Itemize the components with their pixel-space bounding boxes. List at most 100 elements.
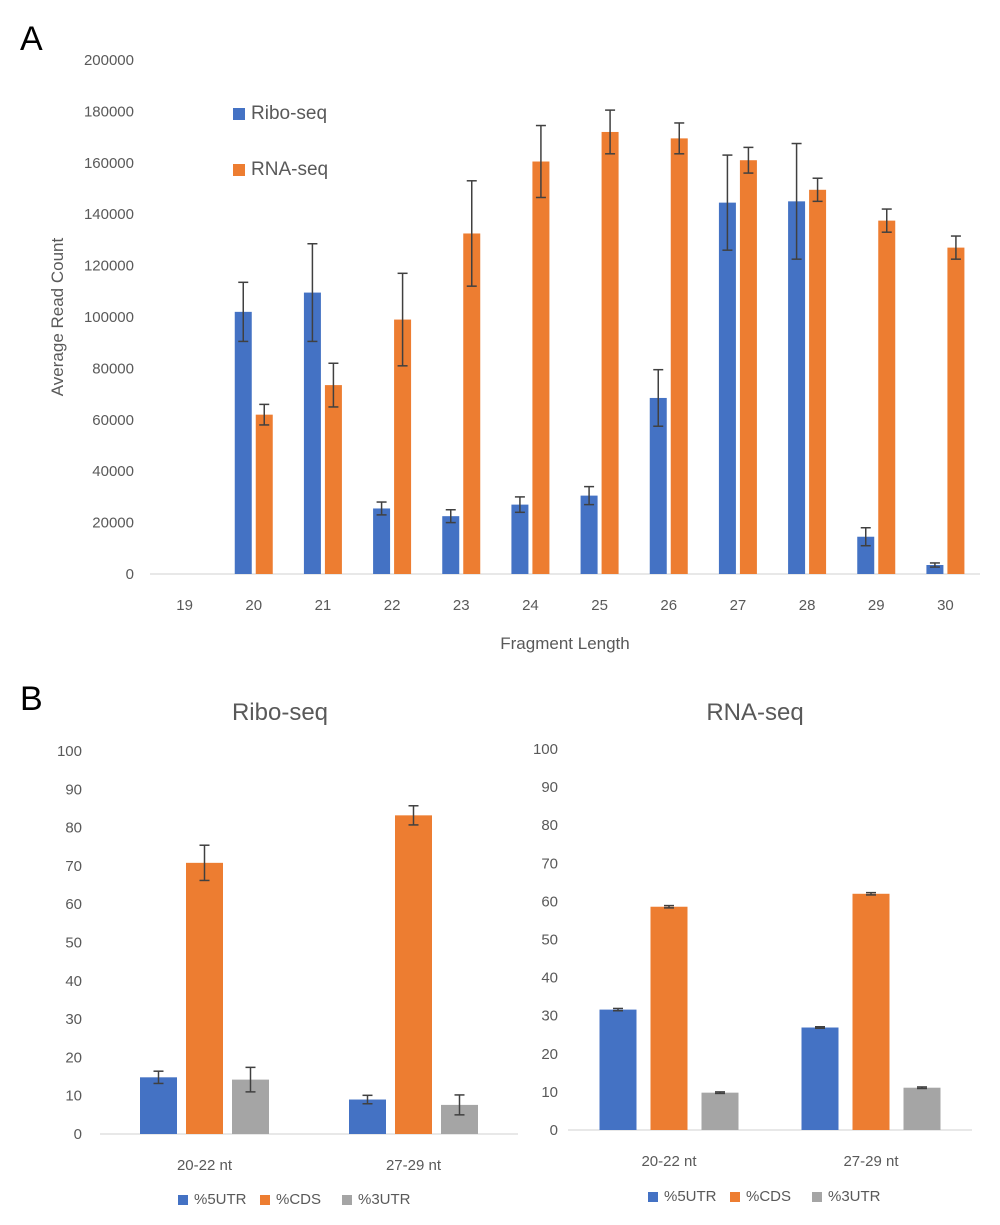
- y-tick-label: 30: [541, 1008, 558, 1025]
- y-tick-label: 80: [65, 820, 82, 837]
- bar-5utr: [599, 1009, 637, 1130]
- bar-5utr: [349, 1099, 386, 1134]
- x-tick-label: 23: [453, 597, 470, 614]
- legend-label: %3UTR: [828, 1188, 881, 1205]
- chart-b-rna-seq: 0 10 20 30 40 50 60 70 80 90 100 20-22 nt 27-29 nt RN…: [533, 699, 972, 1205]
- bar-ribo-seq: [926, 565, 944, 574]
- x-tick-label: 28: [799, 597, 816, 614]
- y-tick-label: 70: [541, 855, 558, 872]
- bar-rna-seq: [255, 414, 273, 574]
- bar-rna-seq: [463, 233, 481, 574]
- y-tick-label: 160000: [84, 155, 134, 172]
- panel-label-a: A: [20, 20, 43, 58]
- bar-5utr: [801, 1027, 839, 1130]
- x-tick-label: 22: [384, 597, 401, 614]
- y-tick-label: 50: [65, 935, 82, 952]
- chart-b-ribo-seq: 0 10 20 30 40 50 60 70 80 90 100 20-22 nt 27-29 nt Ri…: [57, 699, 518, 1208]
- panel-label-b: B: [20, 680, 43, 718]
- y-tick-label: 50: [541, 932, 558, 949]
- bar-rna-seq: [809, 189, 827, 574]
- bar-3utr: [903, 1087, 941, 1130]
- bar-ribo-seq: [718, 202, 736, 574]
- legend-swatch: [233, 108, 245, 120]
- y-tick-label: 60000: [92, 412, 134, 429]
- bar-ribo-seq: [442, 516, 460, 574]
- y-tick-label: 10: [541, 1084, 558, 1101]
- y-tick-label: 40: [541, 970, 558, 987]
- y-tick-label: 0: [550, 1122, 558, 1139]
- bar-rna-seq: [532, 161, 550, 574]
- x-tick-label: 21: [315, 597, 332, 614]
- bar-rna-seq: [878, 220, 896, 574]
- legend-label: %5UTR: [194, 1191, 247, 1208]
- x-tick-label: 26: [660, 597, 677, 614]
- y-tick-label: 0: [74, 1126, 82, 1143]
- y-tick-label: 200000: [84, 52, 134, 69]
- bar-rna-seq: [394, 319, 412, 574]
- x-tick-label: 27-29 nt: [843, 1153, 899, 1170]
- x-axis-title: Fragment Length: [500, 634, 629, 653]
- y-tick-label: 180000: [84, 103, 134, 120]
- legend-swatch: [178, 1195, 188, 1205]
- x-tick-label: 29: [868, 597, 885, 614]
- y-tick-label: 120000: [84, 258, 134, 275]
- y-tick-label: 60: [65, 896, 82, 913]
- x-tick-label: 30: [937, 597, 954, 614]
- bar-ribo-seq: [373, 508, 391, 574]
- legend-label: %CDS: [276, 1191, 321, 1208]
- bar-ribo-seq: [303, 292, 321, 574]
- bar-ribo-seq: [580, 495, 598, 574]
- y-tick-label: 90: [541, 779, 558, 796]
- y-tick-label: 100000: [84, 309, 134, 326]
- chart-title: Ribo-seq: [232, 699, 328, 726]
- y-tick-label: 100: [57, 743, 82, 760]
- y-tick-label: 60: [541, 893, 558, 910]
- chart-a: 0 20000 40000 60000 80000 100000 120000 140000 1…: [48, 52, 980, 653]
- x-tick-label: 27: [730, 597, 747, 614]
- bar-rna-seq: [947, 247, 965, 575]
- y-tick-label: 30: [65, 1011, 82, 1028]
- chart-title: RNA-seq: [706, 699, 803, 726]
- legend-swatch: [260, 1195, 270, 1205]
- legend-swatch: [812, 1192, 822, 1202]
- y-tick-label: 80000: [92, 360, 134, 377]
- bar-cds: [650, 906, 688, 1130]
- legend-label: %3UTR: [358, 1191, 411, 1208]
- bar-cds: [852, 893, 890, 1130]
- legend-label: Ribo-seq: [251, 103, 327, 124]
- bar-rna-seq: [739, 160, 757, 575]
- bar-rna-seq: [324, 385, 342, 574]
- y-axis-title: Average Read Count: [48, 237, 67, 396]
- legend-swatch: [233, 164, 245, 176]
- bar-ribo-seq: [649, 397, 667, 574]
- bar-ribo-seq: [788, 201, 806, 574]
- bar-ribo-seq: [511, 504, 529, 574]
- legend-label: %CDS: [746, 1188, 791, 1205]
- x-tick-label: 20-22 nt: [641, 1153, 697, 1170]
- y-tick-label: 140000: [84, 206, 134, 223]
- x-tick-label: 20-22 nt: [177, 1157, 233, 1174]
- legend-label: %5UTR: [664, 1188, 717, 1205]
- x-tick-label: 19: [176, 597, 193, 614]
- y-tick-label: 100: [533, 741, 558, 758]
- x-tick-label: 25: [591, 597, 608, 614]
- y-tick-label: 20000: [92, 515, 134, 532]
- y-tick-label: 10: [65, 1088, 82, 1105]
- bar-cds: [186, 862, 223, 1134]
- y-tick-label: 20: [541, 1046, 558, 1063]
- x-tick-label: 20: [245, 597, 262, 614]
- y-tick-label: 40000: [92, 463, 134, 480]
- x-tick-label: 27-29 nt: [386, 1157, 442, 1174]
- bar-5utr: [140, 1077, 177, 1134]
- y-tick-label: 0: [126, 566, 134, 583]
- bar-cds: [395, 815, 432, 1134]
- bar-rna-seq: [670, 138, 688, 574]
- y-tick-label: 80: [541, 817, 558, 834]
- y-tick-label: 40: [65, 973, 82, 990]
- bar-rna-seq: [601, 131, 619, 574]
- bar-ribo-seq: [234, 311, 252, 574]
- bar-3utr: [701, 1092, 739, 1130]
- x-tick-label: 24: [522, 597, 539, 614]
- legend-swatch: [648, 1192, 658, 1202]
